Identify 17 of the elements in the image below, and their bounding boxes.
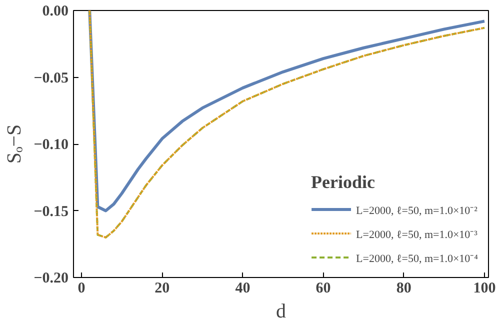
x-tick-label: 40 <box>235 280 250 296</box>
legend-title: Periodic <box>311 172 376 193</box>
y-tick-label: −0.10 <box>34 137 69 153</box>
x-tick-label: 100 <box>473 280 496 296</box>
legend-label: L=2000, ℓ=50, m=1.0×10⁻² <box>356 204 478 216</box>
y-axis-title: Sₒ−S <box>4 124 26 164</box>
x-tick-label: 20 <box>154 280 170 296</box>
x-tick-label: 80 <box>396 280 412 296</box>
y-tick-label: −0.20 <box>34 270 69 286</box>
y-tick-label: −0.15 <box>34 204 69 220</box>
x-tick-label: 0 <box>78 280 86 296</box>
legend-label: L=2000, ℓ=50, m=1.0×10⁻⁴ <box>356 252 478 264</box>
x-tick-label: 60 <box>316 280 331 296</box>
y-tick-label: −0.05 <box>34 70 69 86</box>
legend-label: L=2000, ℓ=50, m=1.0×10⁻³ <box>356 228 478 240</box>
y-tick-label: 0.00 <box>42 4 68 20</box>
x-axis-title: d <box>276 300 286 322</box>
